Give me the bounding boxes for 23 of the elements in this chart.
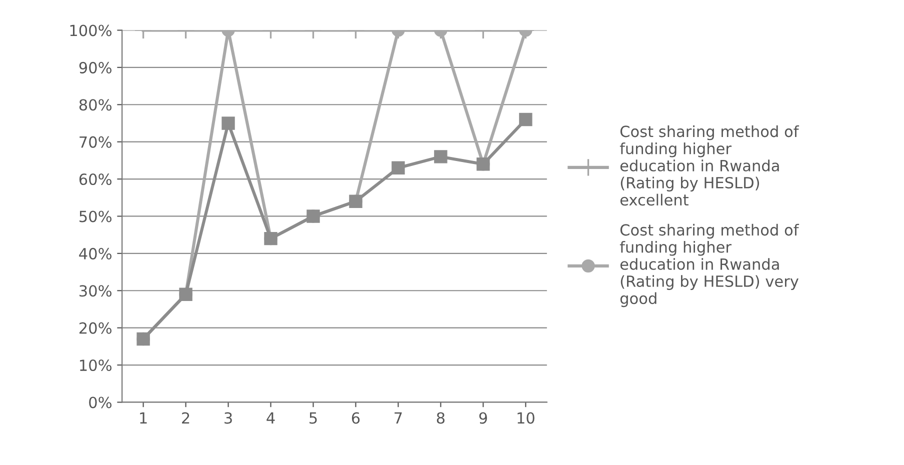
y-tick-label: 30% bbox=[80, 285, 112, 297]
legend-label: Cost sharing method of funding higher education in Rwanda (Rating by HESLD) excellent bbox=[620, 125, 800, 206]
x-tick-label: 7 bbox=[394, 412, 402, 424]
y-tick-label: 10% bbox=[80, 359, 112, 372]
x-tick-label: 4 bbox=[266, 412, 275, 424]
y-tick-label: 50% bbox=[80, 210, 112, 222]
legend-label: Cost sharing method of funding higher education in Rwanda (Rating by HESLD) very good bbox=[620, 224, 800, 308]
x-tick-label: 1 bbox=[140, 412, 147, 424]
y-tick-label: 20% bbox=[79, 322, 112, 334]
x-tick-label: 8 bbox=[436, 412, 445, 424]
x-tick-label: 9 bbox=[479, 412, 487, 424]
x-tick-label: 10 bbox=[518, 412, 534, 424]
y-tick-label: 70% bbox=[80, 136, 112, 148]
y-tick-label: 90% bbox=[79, 62, 112, 74]
y-tick-label: 40% bbox=[79, 248, 112, 260]
y-tick-label: 0% bbox=[89, 396, 112, 408]
x-tick-label: 3 bbox=[224, 412, 232, 424]
y-tick-label: 100% bbox=[70, 24, 112, 36]
y-tick-label: 80% bbox=[79, 99, 112, 111]
x-tick-label: 5 bbox=[310, 412, 317, 424]
x-tick-label: 6 bbox=[352, 412, 360, 424]
y-tick-label: 60% bbox=[79, 173, 112, 186]
x-tick-label: 2 bbox=[182, 412, 190, 424]
